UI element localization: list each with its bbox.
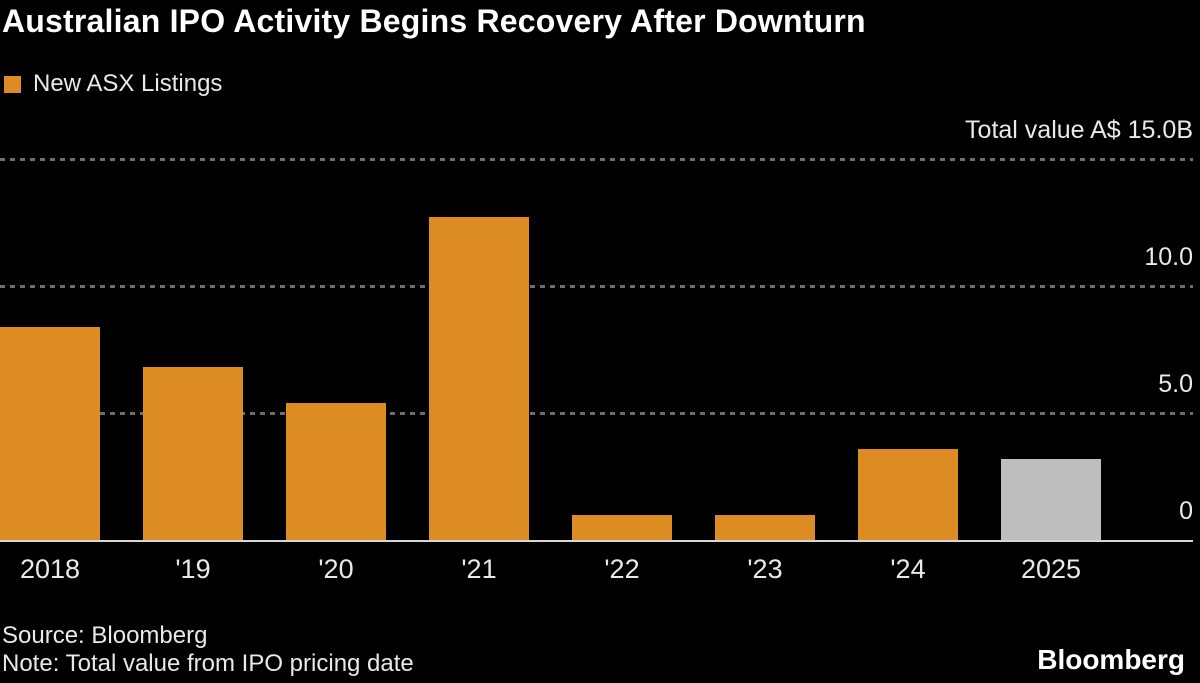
legend-label: New ASX Listings [33,70,223,97]
gridline-15 [0,158,1193,161]
bloomberg-logo: Bloomberg [1037,644,1185,675]
source-text: Source: Bloomberg [2,622,208,649]
bar-23 [715,515,815,540]
bar-22 [572,515,672,540]
y-tick-label-15: Total value A$ 15.0B [965,116,1193,144]
y-tick-label-0: 0 [1179,497,1193,525]
x-tick-label-2025: 2025 [1020,554,1082,584]
bar-2018 [0,327,100,540]
bar-21 [429,217,529,540]
gridline-10 [0,285,1193,288]
x-tick-label-20: '20 [318,554,354,584]
x-tick-label-2018: 2018 [19,554,81,584]
x-tick-label-22: '22 [604,554,640,584]
bar-2025 [1001,459,1101,540]
x-tick-label-19: '19 [175,554,211,584]
bar-20 [286,403,386,540]
legend: New ASX Listings [4,70,222,98]
y-tick-label-10: 10.0 [1144,243,1193,271]
bar-19 [143,367,243,540]
y-tick-label-5: 5.0 [1158,370,1193,398]
x-tick-label-24: '24 [890,554,926,584]
bar-24 [858,449,958,540]
note-text: Note: Total value from IPO pricing date [2,650,414,677]
x-tick-label-23: '23 [747,554,783,584]
legend-swatch-icon [4,75,21,93]
chart-title: Australian IPO Activity Begins Recovery … [2,3,866,39]
x-tick-label-21: '21 [461,554,497,584]
gridline-5 [0,412,1193,415]
gridline-0 [0,540,1193,542]
